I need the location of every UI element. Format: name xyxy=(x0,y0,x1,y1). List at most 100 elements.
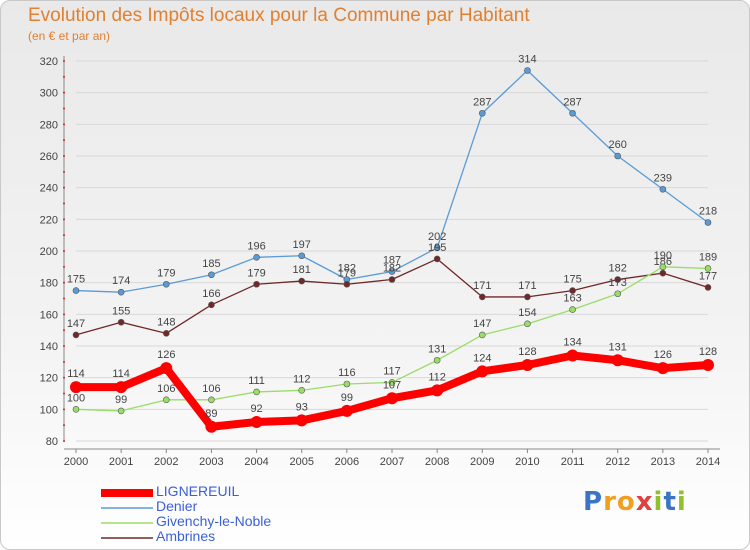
data-point xyxy=(162,330,170,337)
y-minor-tick xyxy=(63,123,65,126)
data-label: 171 xyxy=(473,280,491,292)
data-label: 175 xyxy=(563,274,581,286)
y-tick-label: 100 xyxy=(40,404,58,416)
data-label: 195 xyxy=(428,242,446,254)
y-tick-label: 320 xyxy=(40,56,58,68)
y-minor-tick xyxy=(63,360,65,363)
data-label: 126 xyxy=(654,349,672,361)
data-label: 181 xyxy=(293,264,311,276)
data-point xyxy=(72,287,80,294)
y-minor-tick xyxy=(63,281,65,284)
data-label: 189 xyxy=(699,251,717,263)
data-point xyxy=(566,349,579,362)
data-point xyxy=(162,280,170,288)
data-label: 175 xyxy=(67,274,85,286)
x-tick-label: 2005 xyxy=(289,456,313,468)
data-label: 114 xyxy=(67,368,85,380)
data-point xyxy=(340,404,353,417)
data-point xyxy=(208,271,215,279)
data-label: 177 xyxy=(699,270,717,282)
chart-subtitle: (en € et par an) xyxy=(28,29,111,43)
data-label: 179 xyxy=(338,267,356,279)
data-point xyxy=(611,354,624,367)
data-label: 166 xyxy=(202,288,220,300)
y-minor-tick xyxy=(63,265,65,268)
data-label: 99 xyxy=(115,394,127,406)
y-tick-label: 280 xyxy=(40,119,58,131)
data-point xyxy=(614,152,622,160)
y-minor-tick xyxy=(63,440,65,442)
x-tick-label: 2000 xyxy=(64,456,88,468)
y-tick-label: 180 xyxy=(40,278,58,290)
x-tick-label: 2003 xyxy=(199,456,223,468)
data-label: 107 xyxy=(383,379,401,391)
data-point xyxy=(298,277,306,285)
data-point xyxy=(524,293,531,301)
data-label: 190 xyxy=(654,250,672,262)
data-point xyxy=(160,362,173,375)
x-tick-label: 2010 xyxy=(515,456,539,468)
data-point xyxy=(115,381,128,394)
y-minor-tick xyxy=(63,424,65,427)
data-label: 260 xyxy=(609,139,627,151)
y-minor-tick xyxy=(63,107,65,110)
y-tick-label: 240 xyxy=(40,183,58,195)
y-minor-tick xyxy=(63,170,65,173)
legend-label: Denier xyxy=(156,498,198,514)
y-minor-tick xyxy=(63,202,65,205)
data-point xyxy=(478,293,486,301)
data-label: 196 xyxy=(247,240,265,252)
x-tick-label: 2001 xyxy=(109,456,133,468)
y-minor-tick xyxy=(63,234,65,237)
y-tick-label: 200 xyxy=(40,246,58,258)
data-label: 111 xyxy=(248,375,265,387)
data-point xyxy=(524,320,531,328)
y-minor-tick xyxy=(63,218,65,221)
data-label: 179 xyxy=(157,267,175,279)
data-point xyxy=(433,244,441,252)
data-point xyxy=(659,269,667,277)
data-label: 89 xyxy=(205,408,217,420)
data-label: 148 xyxy=(157,316,175,328)
data-label: 117 xyxy=(383,365,401,377)
data-point xyxy=(343,280,351,288)
data-point xyxy=(659,263,667,271)
data-point xyxy=(388,379,396,386)
data-label: 187 xyxy=(383,255,401,267)
data-label: 131 xyxy=(609,341,627,353)
data-label: 93 xyxy=(296,401,308,413)
data-point xyxy=(208,396,215,404)
proxiti-logo: Proxiti xyxy=(583,487,687,517)
data-point xyxy=(117,288,125,296)
y-minor-tick xyxy=(63,139,65,142)
data-label: 99 xyxy=(341,392,353,404)
data-label: 239 xyxy=(654,172,672,184)
y-minor-tick xyxy=(63,155,65,157)
data-label: 182 xyxy=(383,263,401,275)
data-label: 155 xyxy=(112,305,130,317)
data-point xyxy=(431,384,444,397)
data-point xyxy=(478,331,486,339)
data-point xyxy=(569,287,576,294)
data-point xyxy=(117,407,125,415)
x-tick-label: 2009 xyxy=(470,456,494,468)
data-label: 128 xyxy=(518,346,536,358)
y-minor-tick xyxy=(63,376,65,379)
data-point xyxy=(702,359,714,371)
data-point xyxy=(524,67,531,74)
data-label: 126 xyxy=(157,349,175,361)
data-label: 116 xyxy=(338,367,356,379)
y-tick-label: 80 xyxy=(46,436,58,448)
y-minor-tick xyxy=(63,186,65,189)
data-point xyxy=(521,359,534,371)
y-minor-tick xyxy=(63,313,65,316)
data-point xyxy=(569,306,576,313)
data-point xyxy=(253,280,260,288)
y-tick-label: 300 xyxy=(40,88,58,100)
data-label: 147 xyxy=(473,318,491,330)
x-tick-label: 2007 xyxy=(380,456,404,468)
x-tick-label: 2011 xyxy=(561,456,585,468)
data-label: 106 xyxy=(157,383,175,395)
y-minor-tick xyxy=(63,60,65,62)
data-label: 171 xyxy=(518,280,536,292)
